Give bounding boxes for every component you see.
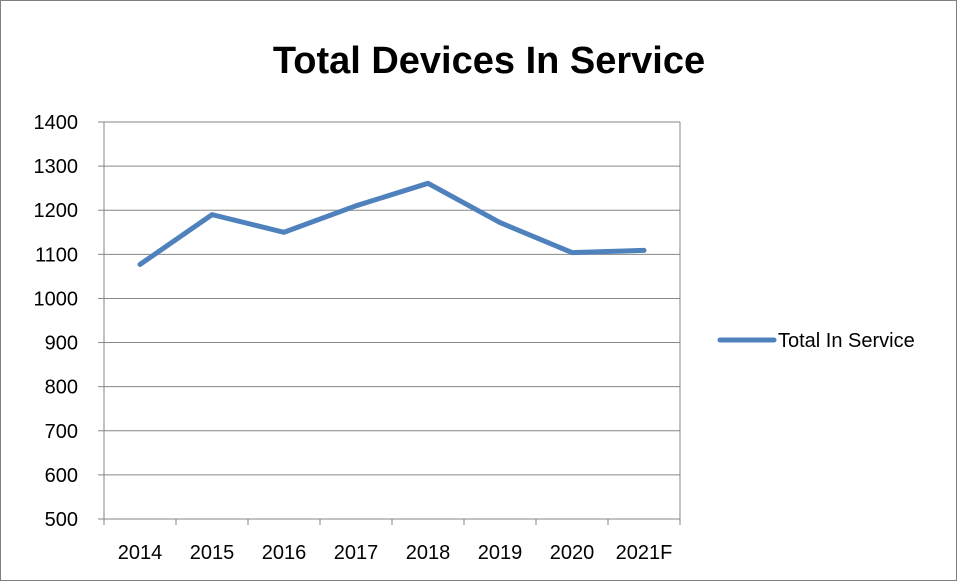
x-tick-label: 2015	[190, 542, 235, 564]
x-tick-label: 2014	[118, 542, 163, 564]
y-tick-label: 600	[45, 465, 78, 487]
y-tick-label: 1000	[34, 288, 79, 310]
y-tick-label: 700	[45, 421, 78, 443]
y-tick-labels: 1400 1300 1200 1100 1000 900 800 700 600 500	[34, 112, 79, 531]
x-tick-label: 2017	[334, 542, 379, 564]
x-tick-label: 2018	[406, 542, 451, 564]
series-line	[137, 180, 647, 267]
y-tick-label: 900	[45, 333, 78, 355]
x-tick-labels: 2014 2015 2016 2017 2018 2019 2020 2021F	[118, 542, 673, 564]
legend: Total In Service	[717, 330, 915, 352]
y-tick-label: 800	[45, 377, 78, 399]
y-tick-label: 1100	[35, 244, 78, 266]
y-tick-label: 500	[45, 509, 78, 531]
axes	[98, 121, 681, 525]
y-tick-label: 1200	[34, 200, 79, 222]
gridlines	[104, 121, 680, 476]
legend-label: Total In Service	[778, 330, 915, 352]
x-tick-label: 2021F	[616, 542, 673, 564]
series-lines	[137, 180, 647, 267]
x-tick-label: 2016	[262, 542, 307, 564]
y-tick-label: 1400	[34, 112, 79, 134]
x-tick-label: 2020	[550, 542, 595, 564]
y-tick-label: 1300	[34, 156, 79, 178]
x-tick-label: 2019	[478, 542, 523, 564]
chart-title: Total Devices In Service	[273, 40, 705, 82]
